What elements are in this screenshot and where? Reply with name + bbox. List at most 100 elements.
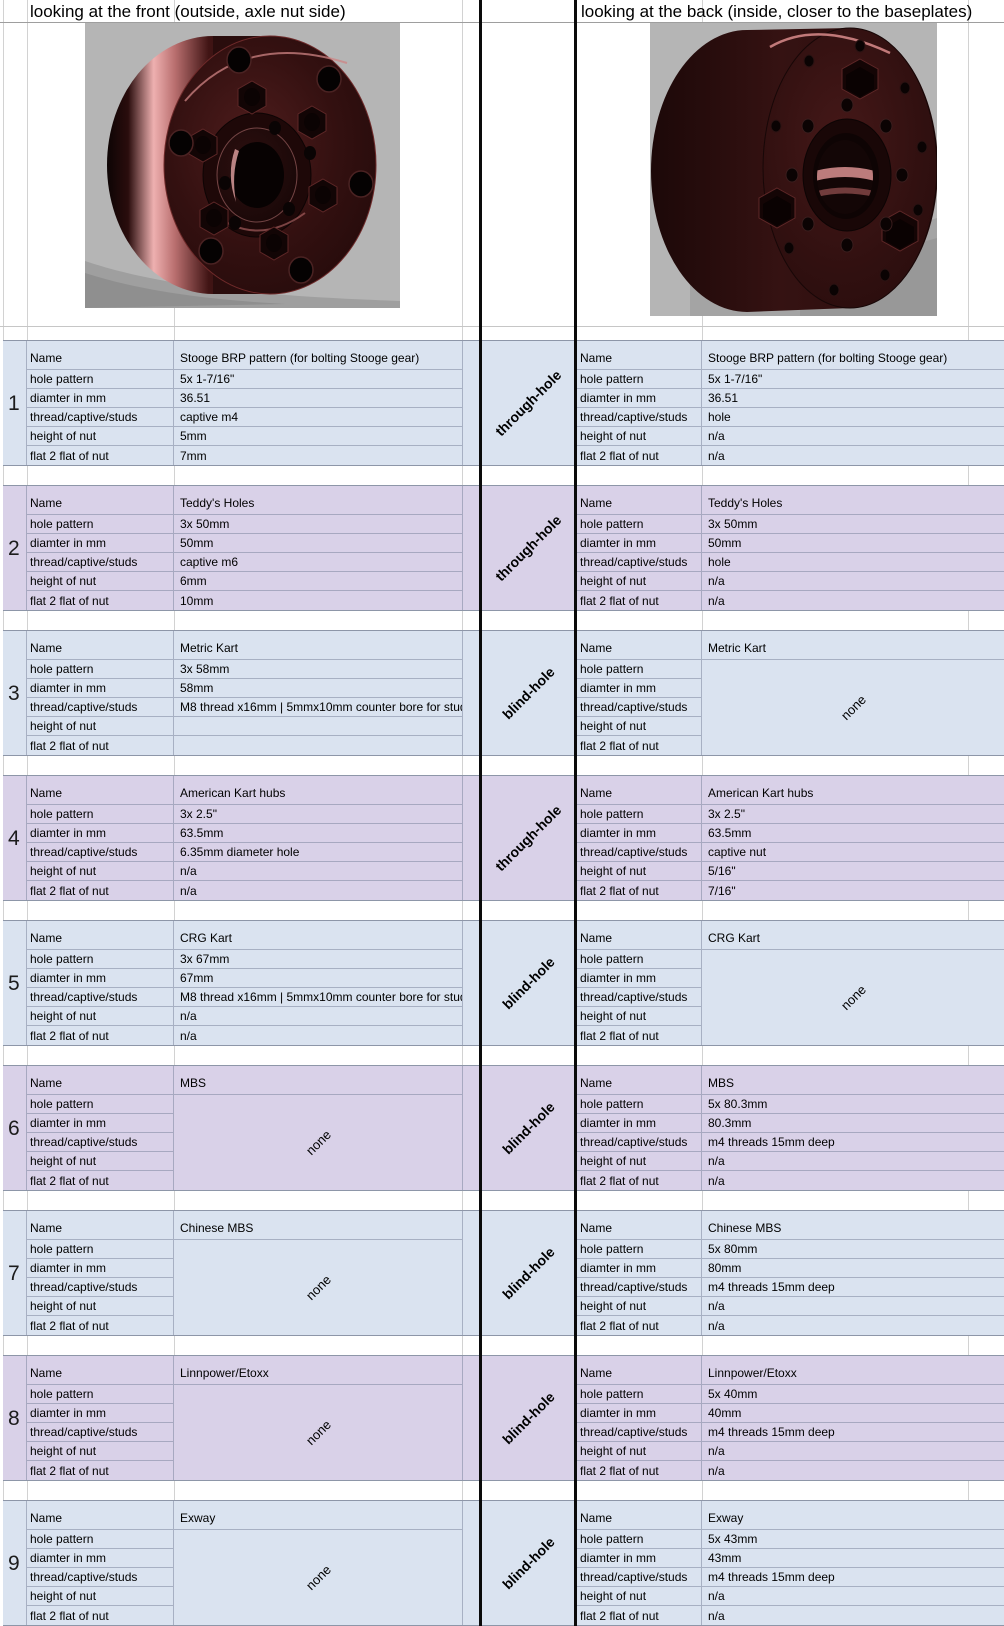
section-1-back-table: Name hole pattern diamter in mm thread/capt… [577, 340, 1004, 466]
row-label-front: Name [27, 341, 174, 370]
column-divider-line-right [574, 0, 577, 1626]
value-cell-back: m4 threads 15mm deep [702, 1423, 1004, 1442]
value-cell-front: 3x 58mm [174, 660, 462, 679]
value-cell-back: Chinese MBS [702, 1211, 1004, 1240]
row-label-back: diamter in mm [577, 534, 702, 553]
row-label-front: hole pattern [27, 1530, 174, 1549]
section-1-hole-type-cell: through-hole [482, 340, 574, 466]
none-label: none [302, 1416, 334, 1449]
row-label-back: thread/captive/studs [577, 843, 702, 862]
merged-none-cell-back: none [702, 950, 1004, 1045]
section-5-hole-type-cell: blind-hole [482, 920, 574, 1046]
value-cell-back: 7/16" [708, 883, 736, 898]
spacer-cell [462, 776, 479, 900]
row-label-front: thread/captive/studs [27, 988, 174, 1007]
row-label-front: height of nut [27, 1297, 174, 1316]
value-cell-front: 58mm [174, 679, 462, 698]
row-label-back: flat 2 flat of nut [577, 1606, 702, 1625]
row-label-front: hole pattern [27, 370, 174, 389]
value-cell-back: n/a [708, 593, 725, 608]
value-cell-back: Teddy's Holes [702, 486, 1004, 515]
row-label-front: flat 2 flat of nut [27, 446, 174, 465]
value-cell-front: M8 thread x16mm | 5mmx10mm counter bore … [174, 698, 462, 717]
row-label-back: thread/captive/studs [577, 553, 702, 572]
section-8-front-table: 8 Name hole pattern diamter in mm thread/cap… [3, 1355, 479, 1481]
section-number: 7 [3, 1211, 27, 1335]
section-8-hole-type-cell: blind-hole [482, 1355, 574, 1481]
row-label-front: hole pattern [27, 950, 174, 969]
value-cell-back: m4 threads 15mm deep [702, 1278, 1004, 1297]
row-label-front: flat 2 flat of nut [27, 1316, 174, 1335]
section-4-back-table: Name hole pattern diamter in mm thread/capt… [577, 775, 1004, 901]
row-label-back: Name [577, 631, 702, 660]
section-7-front-table: 7 Name hole pattern diamter in mm thread/cap… [3, 1210, 479, 1336]
value-cell-back: 50mm [702, 534, 1004, 553]
spacer-cell [462, 1211, 479, 1335]
row-label-front: diamter in mm [27, 1549, 174, 1568]
section-3-back-table: Name hole pattern diamter in mm thread/capt… [577, 630, 1004, 756]
value-cell-back: 5x 40mm [702, 1385, 1004, 1404]
hole-type-label: through-hole [491, 366, 565, 440]
section-9-front-table: 9 Name hole pattern diamter in mm thread/cap… [3, 1500, 479, 1626]
spacer-cell [462, 631, 479, 755]
section-7-hole-type-cell: blind-hole [482, 1210, 574, 1336]
row-label-back: thread/captive/studs [577, 408, 702, 427]
value-cell-back: MBS [702, 1066, 1004, 1095]
row-label-front: diamter in mm [27, 824, 174, 843]
spacer-cell [462, 1066, 479, 1190]
section-number: 9 [3, 1501, 27, 1625]
row-label-back: flat 2 flat of nut [577, 1461, 702, 1480]
section-9-hole-type-cell: blind-hole [482, 1500, 574, 1626]
row-label-back: flat 2 flat of nut [577, 1316, 702, 1335]
row-label-front: flat 2 flat of nut [27, 1461, 174, 1480]
row-label-back: Name [577, 1501, 702, 1530]
row-label-back: hole pattern [577, 1095, 702, 1114]
value-cell-front: 6.35mm diameter hole [174, 843, 462, 862]
row-label-front: diamter in mm [27, 969, 174, 988]
section-5-back-table: Name hole pattern diamter in mm thread/capt… [577, 920, 1004, 1046]
column-divider-line-left [479, 0, 482, 1626]
none-label: none [837, 981, 869, 1014]
value-cell-front: 5mm [174, 427, 462, 446]
value-cell-front: 10mm [180, 593, 214, 608]
section-number: 4 [3, 776, 27, 900]
value-cell-back: n/a [708, 1173, 725, 1188]
spacer-cell [462, 486, 479, 610]
section-3-front-table: 3 Name hole pattern diamter in mm thread/cap… [3, 630, 479, 756]
value-cell-back: 63.5mm [702, 824, 1004, 843]
row-label-front: diamter in mm [27, 534, 174, 553]
value-cell-front: CRG Kart [174, 921, 462, 950]
row-label-front: Name [27, 1501, 174, 1530]
row-label-front: height of nut [27, 1442, 174, 1461]
value-cell-front: captive m6 [174, 553, 462, 572]
row-label-back: diamter in mm [577, 389, 702, 408]
none-label: none [302, 1271, 334, 1304]
row-label-front: hole pattern [27, 1385, 174, 1404]
value-cell-back: n/a [702, 1297, 1004, 1316]
row-label-front: diamter in mm [27, 389, 174, 408]
row-label-back: diamter in mm [577, 679, 702, 698]
section-4-front-table: 4 Name hole pattern diamter in mm thread/cap… [3, 775, 479, 901]
row-label-front: flat 2 flat of nut [27, 1171, 174, 1190]
row-label-front: Name [27, 776, 174, 805]
row-label-back: diamter in mm [577, 824, 702, 843]
value-cell-back: n/a [702, 1587, 1004, 1606]
value-cell-front: 67mm [174, 969, 462, 988]
row-label-back: flat 2 flat of nut [577, 1026, 702, 1045]
value-cell-back: 36.51 [702, 389, 1004, 408]
merged-none-cell-front: none [174, 1385, 462, 1480]
hole-type-label: through-hole [491, 511, 565, 585]
value-cell-back: 5x 80mm [702, 1240, 1004, 1259]
row-label-back: thread/captive/studs [577, 1133, 702, 1152]
row-label-back: diamter in mm [577, 1404, 702, 1423]
value-cell-back: n/a [708, 1608, 725, 1623]
value-cell-front: 50mm [174, 534, 462, 553]
row-label-back: hole pattern [577, 660, 702, 679]
row-label-back: Name [577, 486, 702, 515]
row-label-back: thread/captive/studs [577, 1423, 702, 1442]
row-label-back: diamter in mm [577, 1259, 702, 1278]
section-number: 2 [3, 486, 27, 610]
row-label-front: thread/captive/studs [27, 1423, 174, 1442]
row-label-back: Name [577, 1211, 702, 1240]
value-cell-back: CRG Kart [702, 921, 1004, 950]
